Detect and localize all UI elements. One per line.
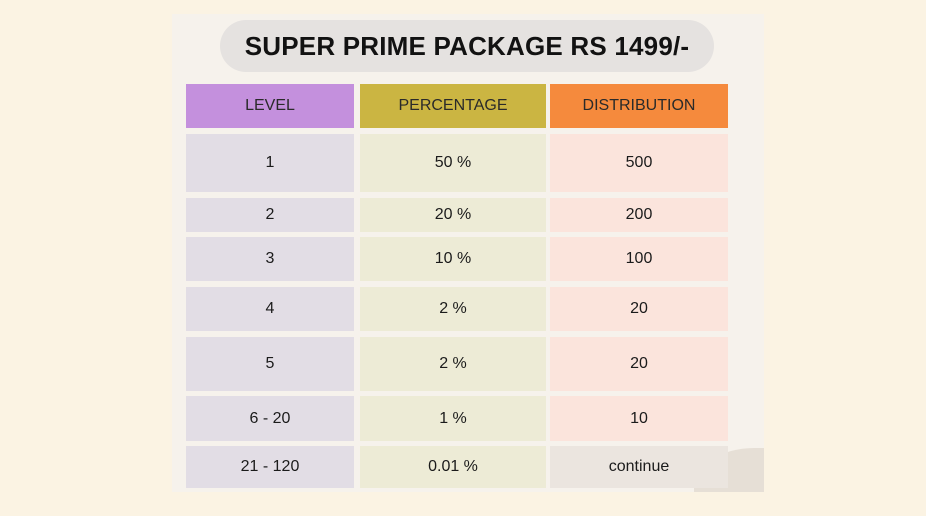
level-cell: 3	[186, 237, 354, 281]
percentage-cell: 10 %	[360, 237, 546, 281]
level-cell: 2	[186, 198, 354, 232]
level-cell: 1	[186, 134, 354, 192]
table-row: 3 10 % 100	[186, 237, 728, 281]
package-card: SUPER PRIME PACKAGE RS 1499/- LEVEL PERC…	[172, 14, 764, 492]
distribution-cell: 100	[550, 237, 728, 281]
percentage-cell: 0.01 %	[360, 446, 546, 488]
level-cell: 21 - 120	[186, 446, 354, 488]
distribution-cell: 20	[550, 337, 728, 391]
table-row: 1 50 % 500	[186, 134, 728, 192]
distribution-cell: 500	[550, 134, 728, 192]
table-row: 4 2 % 20	[186, 287, 728, 331]
distribution-cell: continue	[550, 446, 728, 488]
table-header-row: LEVEL PERCENTAGE DISTRIBUTION	[186, 84, 728, 128]
header-distribution: DISTRIBUTION	[550, 84, 728, 128]
distribution-cell: 10	[550, 396, 728, 441]
distribution-cell: 20	[550, 287, 728, 331]
percentage-cell: 1 %	[360, 396, 546, 441]
table-row: 6 - 20 1 % 10	[186, 396, 728, 441]
percentage-cell: 2 %	[360, 337, 546, 391]
table-row: 2 20 % 200	[186, 198, 728, 232]
header-level: LEVEL	[186, 84, 354, 128]
level-cell: 6 - 20	[186, 396, 354, 441]
level-cell: 5	[186, 337, 354, 391]
percentage-cell: 50 %	[360, 134, 546, 192]
table-row: 5 2 % 20	[186, 337, 728, 391]
level-cell: 4	[186, 287, 354, 331]
percentage-cell: 20 %	[360, 198, 546, 232]
percentage-cell: 2 %	[360, 287, 546, 331]
table-row: 21 - 120 0.01 % continue	[186, 446, 728, 488]
page-title: SUPER PRIME PACKAGE RS 1499/-	[220, 20, 714, 72]
header-percentage: PERCENTAGE	[360, 84, 546, 128]
distribution-cell: 200	[550, 198, 728, 232]
